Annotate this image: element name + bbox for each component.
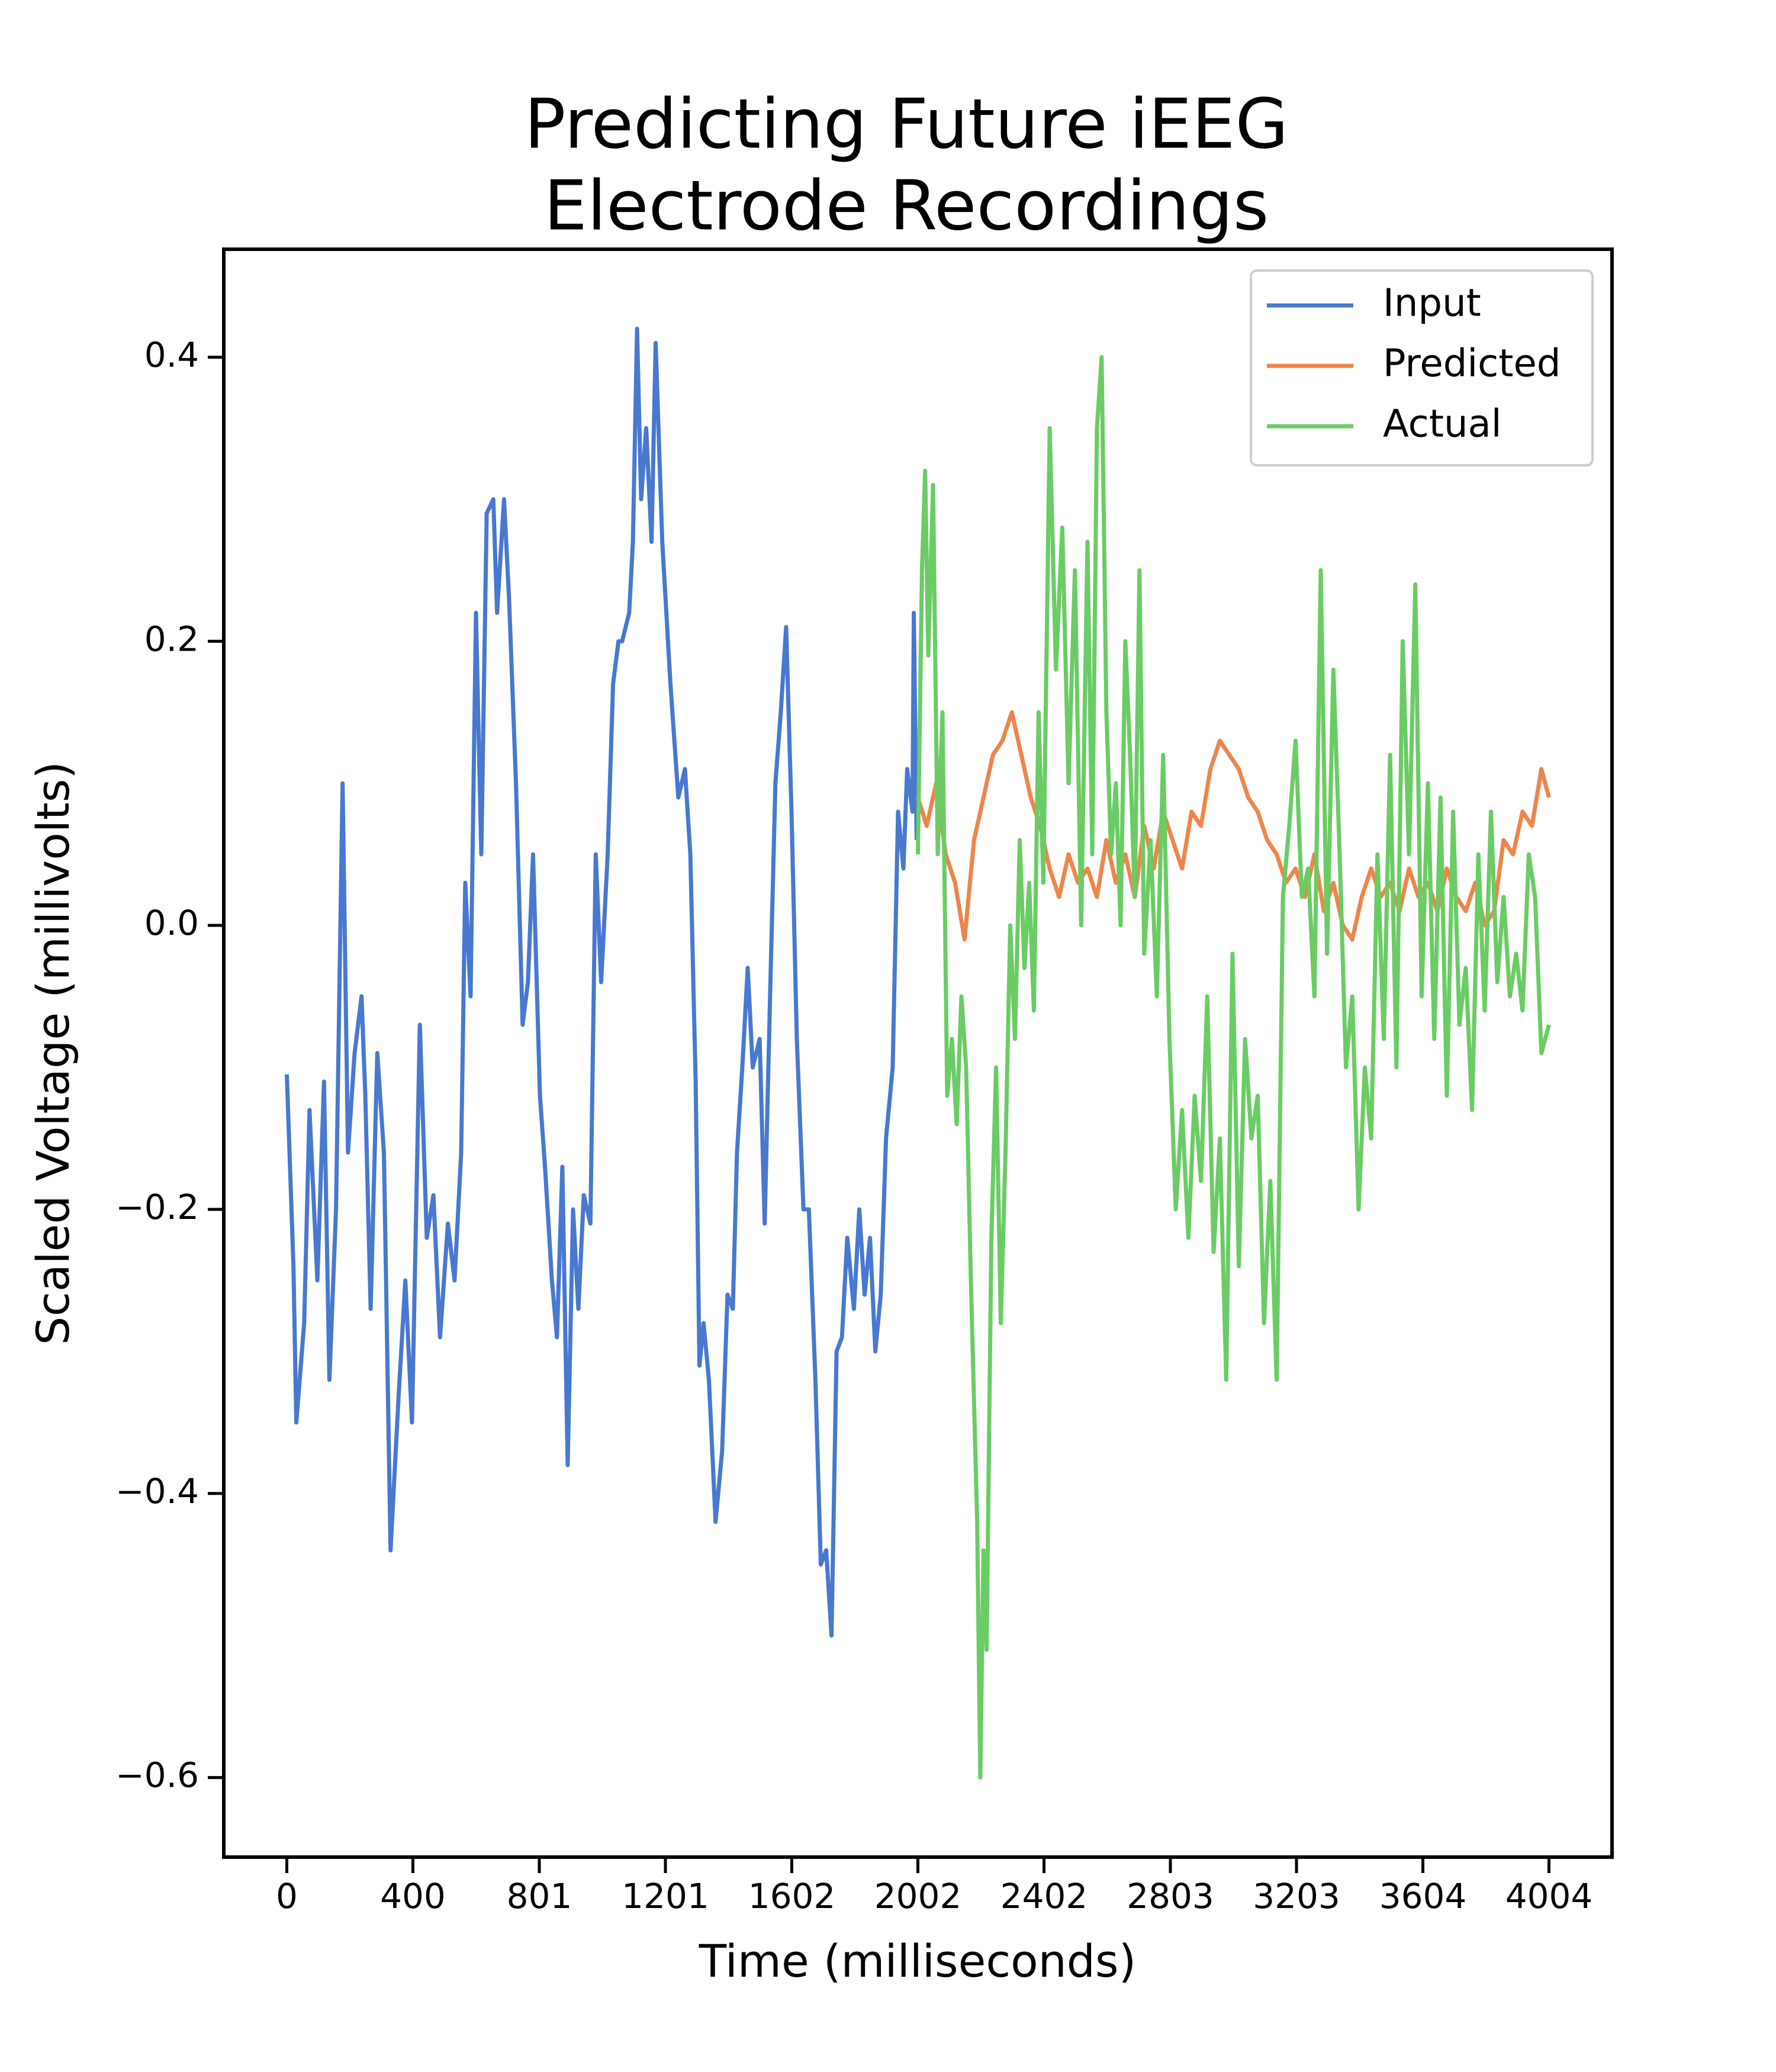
chart-title: Electrode Recordings bbox=[544, 166, 1269, 246]
x-tick-label: 3604 bbox=[1379, 1876, 1467, 1916]
legend-label: Actual bbox=[1383, 403, 1502, 446]
plot-frame bbox=[222, 247, 1614, 1859]
x-tick-label: 1602 bbox=[748, 1876, 836, 1916]
y-tick-label: −0.6 bbox=[115, 1755, 199, 1796]
x-tick-label: 0 bbox=[276, 1876, 298, 1916]
y-tick-label: 0.0 bbox=[144, 903, 199, 943]
x-axis-label: Time (milliseconds) bbox=[699, 1935, 1137, 1987]
series-line bbox=[916, 710, 1551, 942]
x-tick-label: 3203 bbox=[1253, 1876, 1340, 1916]
y-tick-label: 0.2 bbox=[144, 619, 199, 659]
x-tick-label: 1201 bbox=[622, 1876, 709, 1916]
series-line bbox=[285, 326, 919, 1638]
legend-label: Input bbox=[1383, 282, 1481, 326]
x-tick-label: 4004 bbox=[1505, 1876, 1593, 1916]
x-tick-label: 801 bbox=[507, 1876, 572, 1916]
x-tick-label: 2803 bbox=[1127, 1876, 1214, 1916]
legend-label: Predicted bbox=[1383, 342, 1561, 386]
x-tick-label: 2002 bbox=[874, 1876, 962, 1916]
chart-title: Predicting Future iEEG bbox=[525, 85, 1289, 165]
legend-box bbox=[1250, 269, 1594, 466]
y-tick-label: −0.2 bbox=[115, 1187, 199, 1227]
x-tick-label: 2402 bbox=[1000, 1876, 1088, 1916]
y-tick-label: −0.4 bbox=[115, 1471, 199, 1511]
x-tick-label: 400 bbox=[380, 1876, 446, 1916]
y-axis-label: Scaled Voltage (millivolts) bbox=[27, 761, 79, 1345]
y-tick-label: 0.4 bbox=[144, 334, 199, 375]
series-line bbox=[916, 355, 1551, 1780]
